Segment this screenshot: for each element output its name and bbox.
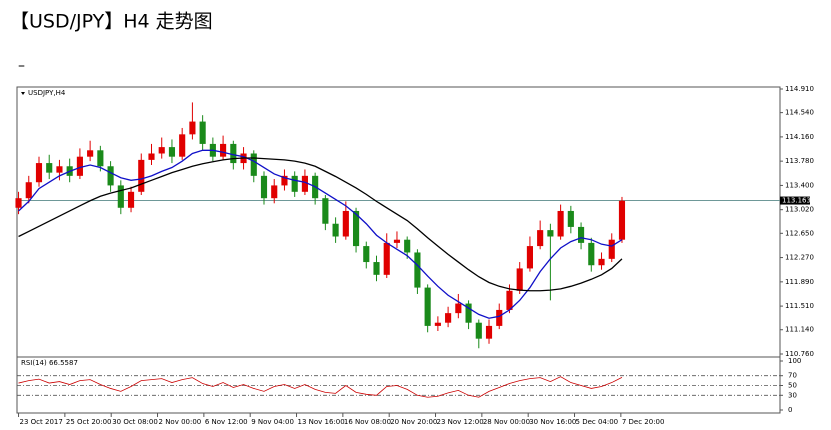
candle-body: [404, 239, 411, 253]
x-tick-label: 6 Nov 12:00: [205, 418, 248, 426]
symbol-label: USDJPY,H4: [28, 89, 66, 97]
y-tick-label: 114.540: [785, 109, 814, 117]
candle-body: [97, 150, 104, 167]
rsi-tick-label: 70: [788, 372, 797, 380]
y-tick-label: 111.890: [785, 278, 814, 286]
x-tick-label: 23 Nov 12:00: [437, 418, 484, 426]
y-tick-label: 111.510: [785, 302, 814, 310]
candle-body: [557, 210, 564, 237]
candle-body: [260, 175, 268, 199]
candle-body: [138, 159, 145, 192]
x-tick-label: 9 Nov 04:00: [251, 418, 294, 426]
x-tick-label: 13 Nov 16:00: [298, 418, 345, 426]
candle-body: [475, 322, 482, 339]
y-tick-label: 111.140: [785, 326, 814, 334]
x-tick-label: 30 Oct 08:00: [112, 418, 158, 426]
candle-body: [220, 143, 227, 157]
candle-body: [250, 153, 257, 176]
candle-body: [189, 121, 196, 135]
candle-body: [322, 198, 329, 224]
candle-body: [352, 210, 360, 247]
candle-body: [393, 239, 401, 243]
candle-body: [567, 210, 574, 227]
candle-body: [445, 313, 452, 323]
rsi-label: RSI(14) 66.5587: [21, 359, 78, 367]
moving-average: [18, 149, 623, 319]
candle-body: [25, 182, 32, 199]
rsi-tick-label: 0: [788, 406, 792, 414]
candle-body: [117, 185, 124, 208]
candle-body: [291, 175, 298, 192]
candle-body: [230, 143, 237, 164]
candle-body: [301, 175, 308, 192]
candle-body: [179, 134, 186, 157]
candle-body: [15, 198, 22, 208]
candle-body: [199, 121, 206, 144]
candle-body: [516, 268, 523, 291]
candle-body: [281, 175, 288, 186]
candle-body: [537, 230, 544, 247]
candle-body: [342, 210, 349, 237]
candle-body: [107, 166, 114, 186]
candle-body: [46, 163, 53, 173]
candle-body: [577, 226, 585, 243]
candle-body: [87, 150, 94, 157]
chart-title: 【USD/JPY】H4 走势图: [10, 11, 213, 33]
candle-body: [496, 309, 503, 326]
current-price-box: [780, 196, 810, 205]
candle-body: [76, 156, 83, 176]
y-tick-label: 113.780: [785, 157, 814, 165]
candle-body: [332, 223, 339, 237]
candle-body: [158, 147, 165, 154]
candle-body: [485, 325, 493, 339]
candle-body: [271, 185, 278, 199]
moving-average: [18, 157, 623, 292]
candle-body: [168, 147, 176, 157]
candle-body: [373, 262, 380, 275]
candle-body: [598, 258, 605, 266]
rsi-tick-label: 50: [788, 382, 797, 390]
x-tick-label: 5 Dec 04:00: [576, 418, 619, 426]
rsi-line: [18, 376, 623, 398]
y-tick-label: 110.760: [785, 350, 814, 358]
rsi-tick-label: 30: [788, 391, 797, 399]
x-tick-label: 23 Oct 2017: [20, 418, 63, 426]
candle-body: [608, 239, 615, 259]
candle-body: [148, 153, 155, 160]
candle-body: [506, 290, 513, 310]
chart-frame: [16, 86, 781, 414]
subtitle: –: [18, 58, 25, 74]
candle-body: [547, 230, 554, 237]
x-tick-label: 25 Oct 20:00: [66, 418, 112, 426]
candle-body: [455, 303, 462, 314]
x-tick-label: 28 Nov 00:00: [483, 418, 530, 426]
x-tick-label: 2 Nov 00:00: [159, 418, 202, 426]
y-tick-label: 113.400: [785, 181, 814, 189]
y-tick-label: 112.650: [785, 229, 814, 237]
candle-body: [588, 242, 595, 266]
candle-body: [35, 163, 43, 183]
candle-body: [465, 303, 472, 323]
rsi-tick-label: 100: [788, 357, 801, 365]
candle-body: [618, 200, 626, 240]
y-tick-label: 113.020: [785, 206, 814, 214]
y-tick-label: 114.160: [785, 133, 814, 141]
candle-body: [127, 191, 135, 208]
candle-body: [414, 252, 421, 288]
x-tick-label: 7 Dec 20:00: [622, 418, 665, 426]
candle-body: [56, 166, 63, 173]
candle-body: [434, 322, 441, 326]
y-tick-label: 112.270: [785, 254, 814, 262]
symbol-marker: [21, 92, 25, 95]
y-tick-label: 114.910: [785, 85, 814, 93]
candle-body: [526, 246, 533, 269]
x-tick-label: 20 Nov 20:00: [390, 418, 437, 426]
candle-body: [383, 242, 390, 275]
x-tick-label: 30 Nov 16:00: [529, 418, 576, 426]
current-price-label: 113.163: [782, 197, 811, 205]
candle-body: [363, 246, 370, 263]
candle-body: [424, 287, 431, 326]
x-tick-label: 16 Nov 08:00: [344, 418, 391, 426]
